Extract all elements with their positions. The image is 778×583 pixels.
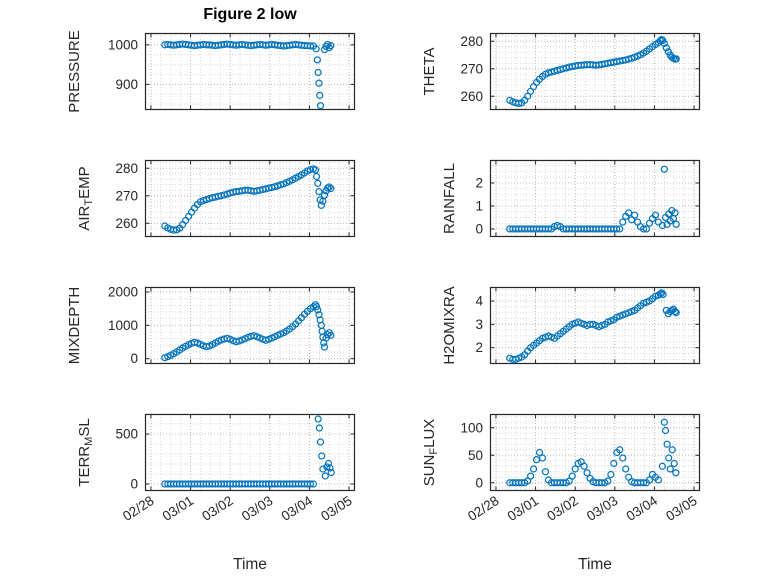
- subplot-terr-msl: 0 500 02/28 03/01 03/02 03/03 03/04 03/05 TERRMS…: [76, 413, 356, 524]
- ytick-label-h2omixra: 3: [475, 317, 483, 332]
- ytick-label-air-temp: 270: [115, 188, 138, 203]
- ytick-label-sun-flux: 0: [475, 475, 483, 490]
- ytick-label-air-temp: 260: [115, 216, 138, 231]
- xtick-label: 03/02: [199, 493, 236, 524]
- subplot-mixdepth: 0 1000 2000 MIXDEPTH: [66, 285, 356, 366]
- subplot-theta: 260 270 280 THETA: [421, 32, 701, 111]
- xtick-label: 03/03: [584, 493, 621, 524]
- ytick-label-mixdepth: 2000: [108, 285, 138, 300]
- ytick-label-rainfall: 1: [475, 198, 483, 213]
- ytick-label-mixdepth: 1000: [108, 318, 138, 333]
- ylabel-pressure: PRESSURE: [66, 30, 83, 113]
- xtick-label: 03/01: [160, 493, 197, 524]
- xtick-label: 02/28: [120, 493, 157, 524]
- ytick-label-h2omixra: 2: [475, 340, 483, 355]
- ylabel-sun-flux: SUNFLUX: [421, 419, 440, 487]
- xtick-label: 03/05: [318, 493, 355, 524]
- xtick-label: 03/04: [279, 493, 316, 524]
- ytick-label-pressure: 1000: [108, 37, 138, 52]
- xlabel-time-left: Time: [233, 556, 267, 573]
- xtick-label: 02/28: [465, 493, 502, 524]
- xlabel-time-right: Time: [578, 556, 612, 573]
- ytick-label-mixdepth: 0: [130, 351, 138, 366]
- subplot-pressure: 900 1000 PRESSURE: [66, 30, 356, 113]
- ytick-label-terr-msl: 0: [130, 477, 138, 492]
- ylabel-theta: THETA: [421, 47, 438, 95]
- ytick-label-terr-msl: 500: [115, 427, 138, 442]
- xtick-label: 03/04: [624, 493, 661, 524]
- subplot-sun-flux: 0 50 100 02/28 03/01 03/02 03/03 03/04 03/05 SUNF…: [421, 413, 701, 524]
- subplot-air-temp: 260 270 280 AIRTEMP: [76, 159, 356, 238]
- ytick-label-rainfall: 0: [475, 221, 483, 236]
- ylabel-air-temp: AIRTEMP: [76, 166, 95, 230]
- xtick-label: 03/05: [663, 493, 700, 524]
- figure-title: Figure 2 low: [203, 6, 297, 23]
- ytick-label-theta: 280: [460, 34, 483, 49]
- ytick-label-pressure: 900: [115, 77, 138, 92]
- xtick-label: 03/03: [239, 493, 276, 524]
- ytick-label-theta: 270: [460, 61, 483, 76]
- ytick-label-h2omixra: 4: [475, 294, 483, 309]
- ylabel-rainfall: RAINFALL: [441, 163, 458, 234]
- subplot-rainfall: 0 1 2 RAINFALL: [441, 159, 701, 238]
- ytick-label-sun-flux: 50: [468, 448, 483, 463]
- ytick-label-sun-flux: 100: [460, 420, 483, 435]
- ytick-label-theta: 260: [460, 89, 483, 104]
- ylabel-mixdepth: MIXDEPTH: [66, 287, 83, 365]
- ytick-label-air-temp: 280: [115, 161, 138, 176]
- ylabel-terr-msl: TERRMSL: [76, 418, 95, 486]
- ylabel-h2omixra: H2OMIXRA: [441, 286, 458, 364]
- ytick-label-rainfall: 2: [475, 175, 483, 190]
- xtick-label: 03/01: [505, 493, 542, 524]
- subplot-h2omixra: 2 3 4 H2OMIXRA: [441, 286, 701, 365]
- xtick-label: 03/02: [544, 493, 581, 524]
